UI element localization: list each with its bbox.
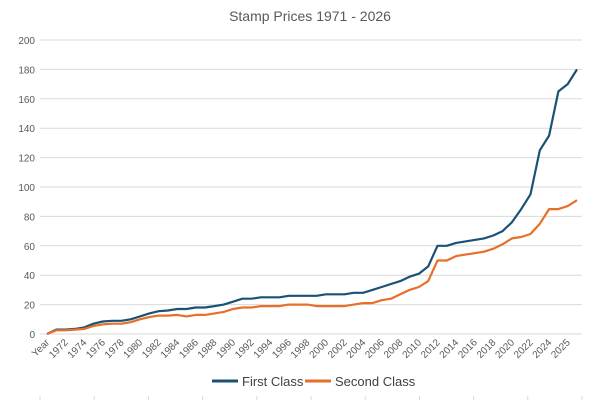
legend-label-first-class: First Class — [242, 374, 304, 389]
y-tick-label: 20 — [24, 301, 36, 312]
series-line-first-class — [46, 68, 578, 335]
series-line-second-class — [46, 199, 578, 336]
y-tick-label: 60 — [24, 242, 36, 253]
y-tick-label: 0 — [29, 330, 35, 341]
x-tick-label: 1994 — [252, 337, 276, 361]
x-tick-label: 2004 — [345, 337, 369, 361]
x-tick-label: 2016 — [456, 337, 480, 361]
x-tick-label: 1982 — [140, 337, 164, 361]
x-tick-label: 1974 — [66, 337, 90, 361]
x-tick-label: 1976 — [84, 337, 108, 361]
x-tick-label: 1998 — [289, 337, 313, 361]
y-tick-label: 140 — [18, 124, 35, 135]
x-tick-label: 2006 — [363, 337, 387, 361]
x-tick-label: 1986 — [177, 337, 201, 361]
y-tick-label: 200 — [18, 36, 35, 47]
x-tick-label: 2012 — [419, 337, 443, 361]
x-tick-label: 1996 — [270, 337, 294, 361]
y-tick-label: 120 — [18, 154, 35, 165]
x-tick-label: 2024 — [531, 337, 555, 361]
x-tick-label: 2020 — [494, 337, 518, 361]
x-tick-label: 2018 — [475, 337, 499, 361]
x-tick-label: 1978 — [103, 337, 127, 361]
legend: First Class Second Class — [212, 374, 416, 389]
chart-title: Stamp Prices 1971 - 2026 — [229, 8, 391, 24]
x-tick-label: 1988 — [196, 337, 220, 361]
x-tick-label: 2025 — [549, 337, 573, 361]
legend-label-second-class: Second Class — [335, 374, 416, 389]
x-tick-label: 1992 — [233, 337, 257, 361]
x-tick-label: 1972 — [47, 337, 71, 361]
y-tick-label: 160 — [18, 95, 35, 106]
y-tick-label: 80 — [24, 212, 36, 223]
y-tick-label: 180 — [18, 65, 35, 76]
y-tick-label: 40 — [24, 271, 36, 282]
x-tick-label: 2014 — [438, 337, 462, 361]
x-tick-label: 1984 — [159, 337, 183, 361]
x-tick-label: 1990 — [215, 337, 239, 361]
y-tick-label: 100 — [18, 183, 35, 194]
x-tick-label: 2010 — [401, 337, 425, 361]
x-tick-label: 2022 — [512, 337, 536, 361]
x-tick-label: 2000 — [308, 337, 332, 361]
x-tick-label: 2002 — [326, 337, 350, 361]
x-tick-label: 1980 — [122, 337, 146, 361]
x-tick-label: 2008 — [382, 337, 406, 361]
